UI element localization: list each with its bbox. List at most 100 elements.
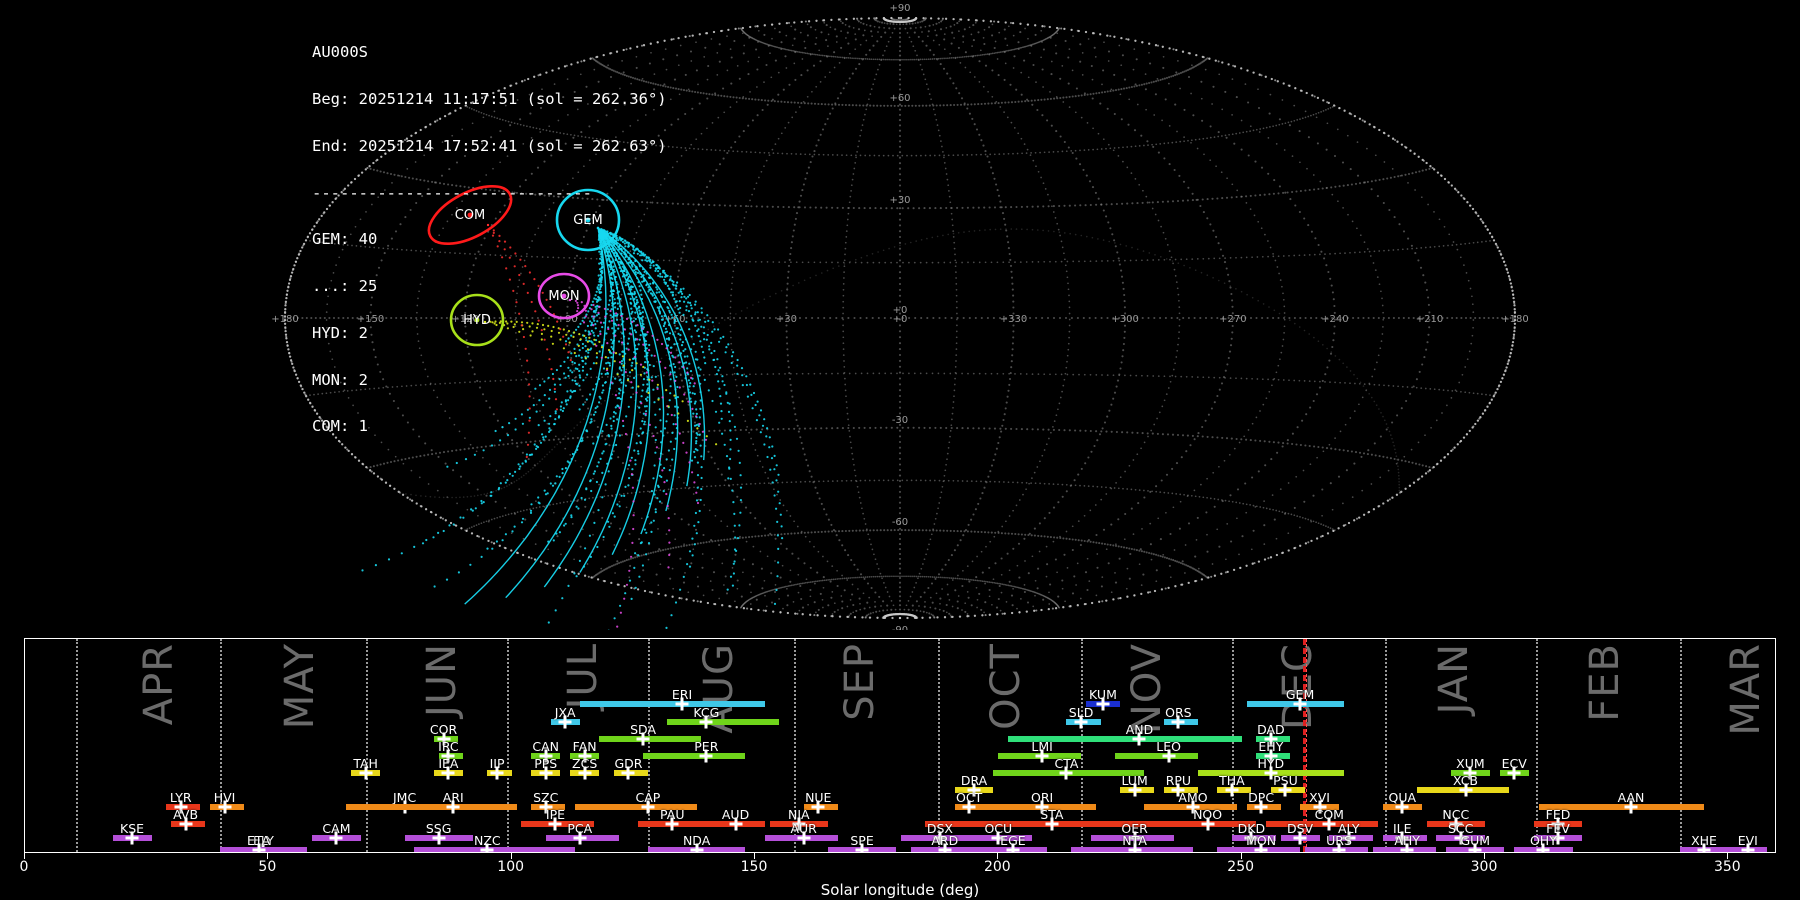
shower-peak-marker — [1186, 800, 1200, 814]
shower-peak-marker — [539, 749, 553, 763]
shower-label: THA — [1219, 773, 1245, 788]
month-label-mar: MAR — [1722, 643, 1769, 736]
shower-label: ALY — [1337, 821, 1360, 836]
session-begin: Beg: 20251214 11:17:51 (sol = 262.36°) — [312, 89, 667, 108]
shower-label: KUM — [1089, 687, 1117, 702]
shower-label: XCB — [1453, 773, 1479, 788]
month-divider — [937, 639, 940, 852]
month-label-apr: APR — [136, 643, 183, 726]
shower-peak-marker — [1162, 749, 1176, 763]
shower-label: NZC — [474, 833, 501, 848]
shower-label: KSE — [120, 821, 145, 836]
shower-label: IRC — [438, 739, 459, 754]
shower-peak-marker — [1244, 831, 1258, 845]
session-end: End: 20251214 17:52:41 (sol = 262.63°) — [312, 136, 667, 155]
axis-tick-label: 50 — [258, 859, 277, 875]
shower-bar[interactable] — [579, 701, 765, 707]
shower-peak-marker — [1332, 843, 1346, 852]
shower-bar[interactable] — [414, 847, 575, 852]
shower-peak-marker — [179, 817, 193, 831]
shower-peak-marker — [539, 800, 553, 814]
shower-label: URS — [1326, 833, 1352, 848]
shower-label: PER — [694, 739, 719, 754]
shower-peak-marker — [1697, 843, 1711, 852]
shower-label: AVB — [173, 807, 199, 822]
shower-label: ORS — [1165, 705, 1192, 720]
shower-bar[interactable] — [599, 736, 702, 742]
axis-tick-label: 0 — [19, 859, 29, 875]
shower-bar[interactable] — [667, 719, 780, 725]
shower-peak-marker — [1059, 766, 1073, 780]
shower-bar[interactable] — [1266, 821, 1378, 827]
shower-peak-marker — [641, 800, 655, 814]
axis-tick — [1240, 853, 1242, 859]
shower-label: FEV — [1546, 821, 1570, 836]
month-divider — [1536, 639, 1539, 852]
shower-label: FAN — [572, 739, 597, 754]
shower-peak-marker — [1074, 715, 1088, 729]
shower-label: LMI — [1031, 739, 1053, 754]
shower-label: AUR — [790, 821, 817, 836]
axis-tick — [997, 853, 999, 859]
shower-label: EVI — [1737, 833, 1758, 848]
shower-bar[interactable] — [1115, 753, 1198, 759]
shower-peak-marker — [636, 732, 650, 746]
shower-bar[interactable] — [643, 753, 746, 759]
shower-peak-marker — [1278, 783, 1292, 797]
dec-grid-label: +90 — [889, 3, 910, 14]
ra-grid-label: +150 — [357, 314, 384, 325]
shower-peak-marker — [1132, 732, 1146, 746]
shower-bar[interactable] — [925, 821, 1155, 827]
shower-label: NTA — [1122, 833, 1147, 848]
shower-peak-marker — [539, 766, 553, 780]
shower-label: HVI — [213, 790, 236, 805]
shower-peak-marker — [1449, 817, 1463, 831]
shower-peak-marker — [1293, 697, 1307, 711]
month-label-sep: SEP — [837, 643, 884, 721]
dec-grid-label: -90 — [892, 625, 908, 630]
shower-peak-marker — [621, 766, 635, 780]
shower-peak-marker — [675, 697, 689, 711]
axis-tick — [754, 853, 755, 859]
shower-label: PPS — [534, 756, 558, 771]
shower-label: OCU — [984, 821, 1013, 836]
shower-peak-marker — [432, 831, 446, 845]
shower-peak-marker — [1264, 766, 1278, 780]
month-divider — [76, 639, 79, 852]
shower-peak-marker — [218, 800, 232, 814]
shower-peak-marker — [1035, 749, 1049, 763]
shower-label: NUE — [805, 790, 832, 805]
shower-bar[interactable] — [1538, 804, 1704, 810]
shower-bar[interactable] — [1008, 736, 1242, 742]
shower-peak-marker — [578, 766, 592, 780]
session-divider: ------------------------------ — [312, 183, 592, 202]
radiant-hyd: HYD — [449, 293, 505, 347]
shower-bar[interactable] — [574, 804, 697, 810]
shower-peak-marker — [548, 817, 562, 831]
count-sporadic: ...: 25 — [312, 277, 378, 296]
shower-label: NOO — [1193, 807, 1223, 822]
shower-label: AAN — [1617, 790, 1645, 805]
shower-label: COM — [1314, 807, 1344, 822]
shower-label: COR — [429, 722, 458, 737]
shower-peak-marker — [1264, 732, 1278, 746]
ra-grid-label: +30 — [776, 314, 797, 325]
shower-label: DSX — [926, 821, 953, 836]
shower-bar[interactable] — [370, 804, 517, 810]
shower-peak-marker — [933, 831, 947, 845]
ra-grid-label: +300 — [1111, 314, 1138, 325]
shower-peak-marker — [967, 783, 981, 797]
shower-peak-marker — [1096, 697, 1110, 711]
shower-label: SPE — [850, 833, 874, 848]
shower-label: IIP — [489, 756, 505, 771]
shower-peak-marker — [1293, 831, 1307, 845]
shower-peak-marker — [1322, 817, 1336, 831]
axis-tick-label: 150 — [740, 859, 768, 875]
month-divider — [793, 639, 796, 852]
shower-peak-marker — [991, 831, 1005, 845]
shower-label: GDR — [614, 756, 643, 771]
shower-label: LEO — [1156, 739, 1182, 754]
shower-label: DAD — [1257, 722, 1285, 737]
month-label-jul: JUL — [559, 643, 606, 710]
